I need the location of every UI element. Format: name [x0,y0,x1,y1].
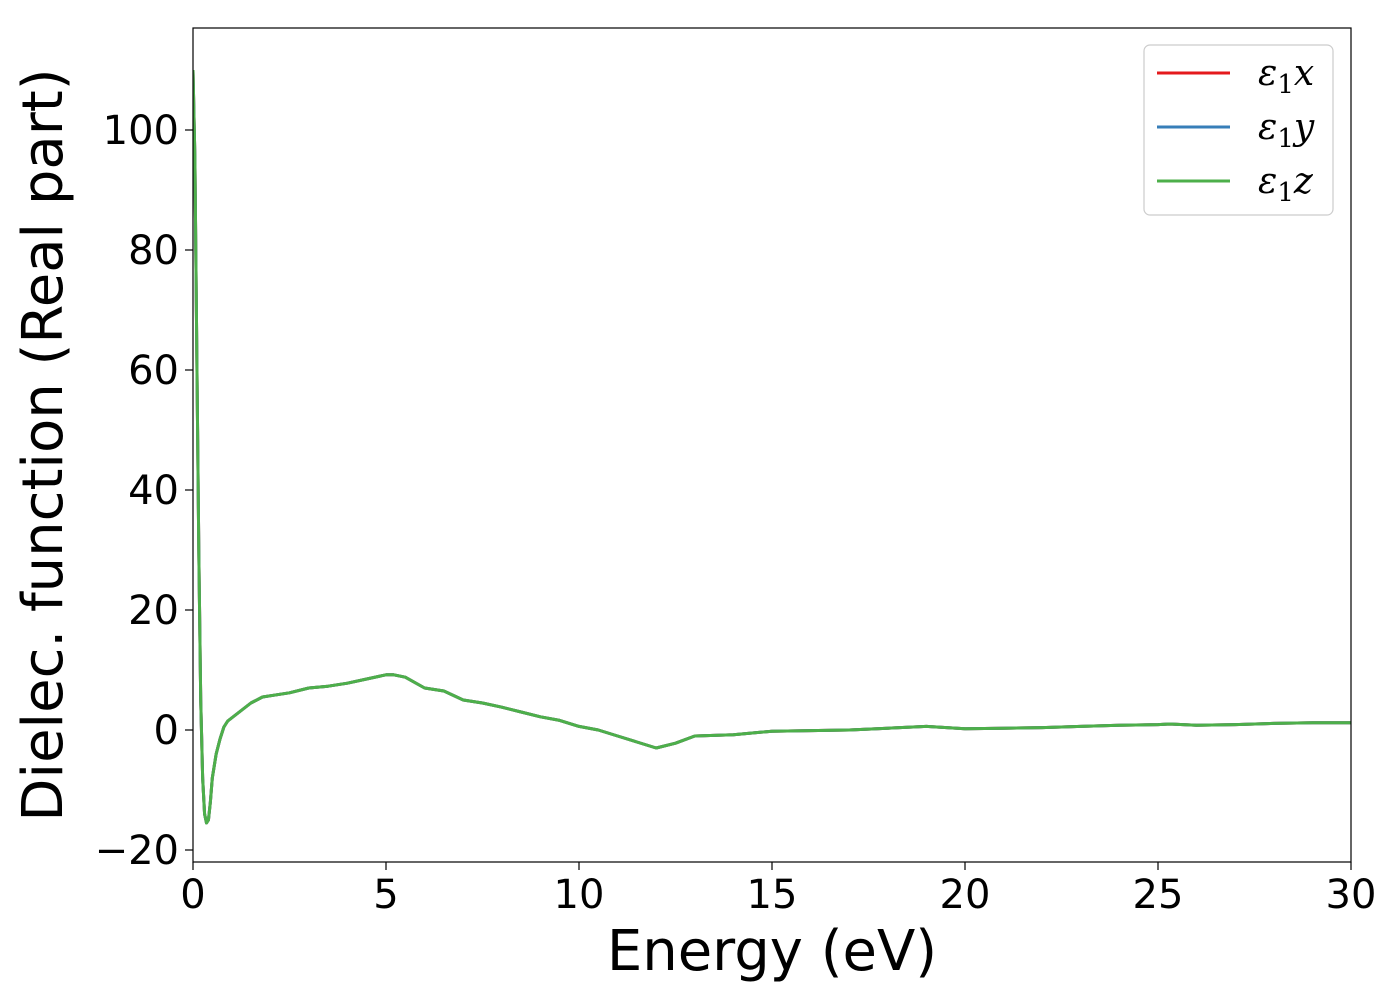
y-tick-label: 20 [128,588,179,634]
legend-label-y: ε1y [1258,107,1315,154]
y-tick-label: 80 [128,228,179,274]
legend: ε1x ε1y ε1z [1143,44,1334,216]
series-line-z [193,69,1351,825]
series-layer [193,69,1351,825]
x-tick-label: 0 [180,872,205,918]
x-axis: 0 5 10 15 20 25 30 [180,862,1376,918]
legend-box [1143,44,1334,216]
legend-label-x: ε1x [1258,53,1314,100]
x-tick-label: 30 [1326,872,1377,918]
x-tick-label: 15 [747,872,798,918]
y-tick-label: 100 [103,108,179,154]
y-axis: −20 0 20 40 60 80 100 [95,108,193,874]
y-tick-label: 60 [128,348,179,394]
x-tick-label: 10 [554,872,605,918]
y-tick-label: 40 [128,468,179,514]
y-tick-label: −20 [95,828,179,874]
legend-label-z: ε1z [1258,161,1314,208]
y-tick-label: 0 [154,708,179,754]
y-axis-title: Dielec. function (Real part) [11,68,76,821]
x-tick-label: 20 [940,872,991,918]
x-axis-title: Energy (eV) [607,919,937,984]
x-tick-label: 5 [373,872,398,918]
x-tick-label: 25 [1133,872,1184,918]
